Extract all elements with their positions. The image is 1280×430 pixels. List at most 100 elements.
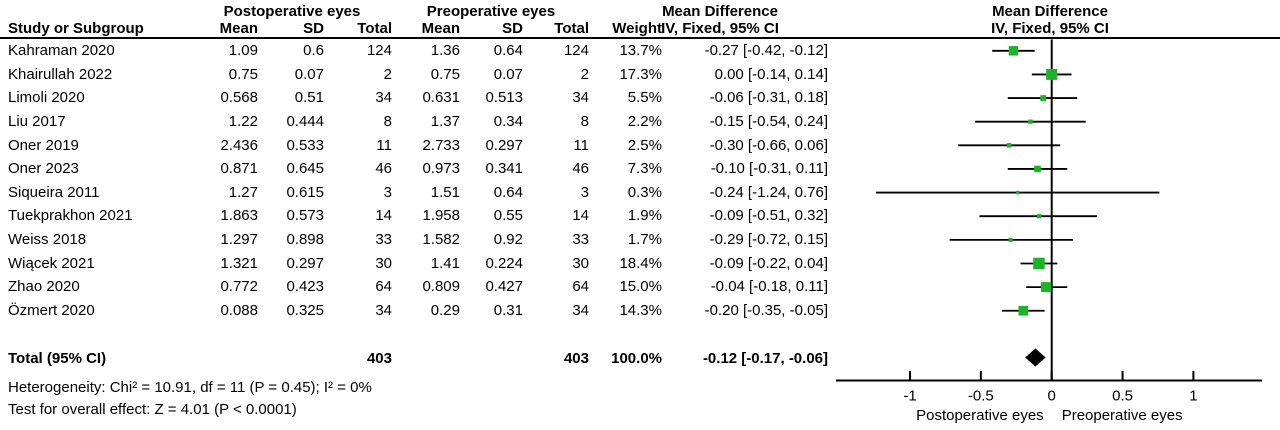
post-mean-cell: 0.088: [220, 301, 258, 319]
post-sd-cell: 0.07: [294, 65, 324, 83]
post-mean-cell: 1.27: [228, 183, 258, 201]
x-axis-tick-label: 0: [1048, 388, 1056, 405]
post-total-cell: 33: [375, 231, 392, 248]
study-name: Siqueira 2011: [8, 183, 100, 201]
post-mean-cell: 0.568: [220, 89, 258, 107]
table-row: Özmert 2020 0.088 0.325 34 0.29 0.31 34 …: [0, 299, 1280, 323]
study-name: Liu 2017: [8, 112, 66, 130]
pre-mean-cell: 0.631: [422, 89, 460, 107]
pre-sd-cell: 0.513: [485, 89, 523, 107]
pre-mean-cell: 0.809: [422, 278, 460, 296]
pre-mean-cell: 0.29: [430, 301, 460, 319]
post-sd-cell: 0.645: [286, 160, 324, 178]
total-ci-text: -0.12 [-0.17, -0.06]: [702, 350, 828, 367]
post-sd-cell: 0.444: [286, 112, 324, 130]
post-total-cell: 34: [375, 301, 392, 319]
pre-total-cell: 14: [572, 207, 589, 225]
study-name: Wiącek 2021: [8, 254, 95, 272]
ci-text-cell: -0.20 [-0.35, -0.05]: [704, 301, 828, 319]
pre-sd-cell: 0.341: [485, 160, 523, 178]
pre-total-cell: 64: [572, 278, 589, 296]
ci-text-cell: -0.09 [-0.22, 0.04]: [709, 254, 828, 272]
mean-difference-title-left: Mean Difference: [662, 3, 778, 20]
pre-total-cell: 11: [573, 136, 589, 154]
pre-mean-cell: 1.36: [430, 42, 460, 59]
column-header-post-sd: SD: [303, 20, 324, 37]
axis-left-label: Postoperative eyes: [916, 407, 1044, 424]
study-name: Limoli 2020: [8, 89, 85, 107]
pre-total-cell: 3: [580, 183, 589, 201]
pre-sd-cell: 0.297: [485, 136, 523, 154]
group-header-postoperative: Postoperative eyes: [223, 3, 361, 20]
ci-text-cell: -0.09 [-0.51, 0.32]: [709, 207, 828, 225]
pre-sd-cell: 0.31: [493, 301, 523, 319]
weight-cell: 15.0%: [619, 278, 662, 296]
weight-cell: 14.3%: [619, 301, 662, 319]
post-total-cell: 46: [375, 160, 392, 178]
weight-cell: 17.3%: [619, 65, 662, 83]
table-row: Kahraman 2020 1.09 0.6 124 1.36 0.64 124…: [0, 39, 1280, 63]
pre-sd-cell: 0.92: [493, 231, 523, 248]
post-sd-cell: 0.423: [286, 278, 324, 296]
post-mean-cell: 1.297: [220, 231, 258, 248]
post-sd-cell: 0.325: [286, 301, 324, 319]
post-sd-cell: 0.898: [286, 231, 324, 248]
post-total-cell: 2: [383, 65, 392, 83]
ci-text-cell: -0.04 [-0.18, 0.11]: [710, 278, 828, 296]
pre-total-cell: 46: [572, 160, 589, 178]
table-row: Liu 2017 1.22 0.444 8 1.37 0.34 8 2.2% -…: [0, 110, 1280, 134]
column-header-study: Study or Subgroup: [8, 20, 144, 37]
header-underline: [0, 37, 1280, 39]
column-header-pre-sd: SD: [502, 20, 523, 37]
post-mean-cell: 1.09: [228, 42, 258, 59]
pre-mean-cell: 1.958: [422, 207, 460, 225]
ci-text-cell: -0.24 [-1.24, 0.76]: [709, 183, 828, 201]
post-total-cell: 14: [375, 207, 392, 225]
total-label: Total (95% CI): [8, 350, 107, 367]
column-header-ci-left: IV, Fixed, 95% CI: [661, 20, 779, 37]
post-total-cell: 30: [375, 254, 392, 272]
pre-sd-cell: 0.07: [493, 65, 523, 83]
column-header-pre-total: Total: [554, 20, 589, 37]
pre-total-cell: 2: [580, 65, 589, 83]
table-row: Tuekprakhon 2021 1.863 0.573 14 1.958 0.…: [0, 204, 1280, 228]
ci-text-cell: 0.00 [-0.14, 0.14]: [714, 65, 828, 83]
pre-total-cell: 34: [572, 89, 589, 107]
mean-difference-title-right: Mean Difference: [992, 3, 1108, 20]
table-row: Oner 2023 0.871 0.645 46 0.973 0.341 46 …: [0, 157, 1280, 181]
total-row: Total (95% CI) 403 403 100.0% -0.12 [-0.…: [0, 347, 1280, 371]
column-header-post-mean: Mean: [219, 20, 258, 37]
ci-text-cell: -0.30 [-0.66, 0.06]: [709, 136, 828, 154]
pre-total-cell: 33: [572, 231, 589, 248]
column-header-ci-right: IV, Fixed, 95% CI: [991, 20, 1109, 37]
post-mean-cell: 0.75: [228, 65, 258, 83]
pre-sd-cell: 0.64: [493, 183, 523, 201]
weight-cell: 2.2%: [627, 112, 662, 130]
x-axis-tick-label: 0.5: [1112, 388, 1133, 405]
table-row: Siqueira 2011 1.27 0.615 3 1.51 0.64 3 0…: [0, 181, 1280, 205]
post-mean-cell: 1.863: [220, 207, 258, 225]
table-row: Khairullah 2022 0.75 0.07 2 0.75 0.07 2 …: [0, 63, 1280, 87]
column-header-pre-mean: Mean: [421, 20, 460, 37]
study-name: Kahraman 2020: [8, 42, 115, 59]
study-name: Oner 2023: [8, 160, 79, 178]
study-name: Khairullah 2022: [8, 65, 113, 83]
x-axis-tick-label: 1: [1189, 388, 1197, 405]
weight-cell: 1.9%: [627, 207, 662, 225]
post-sd-cell: 0.6: [303, 42, 324, 59]
table-row: Oner 2019 2.436 0.533 11 2.733 0.297 11 …: [0, 134, 1280, 158]
weight-cell: 2.5%: [627, 136, 662, 154]
post-mean-cell: 0.871: [220, 160, 258, 178]
study-name: Özmert 2020: [8, 301, 95, 319]
table-row: Weiss 2018 1.297 0.898 33 1.582 0.92 33 …: [0, 228, 1280, 252]
ci-text-cell: -0.10 [-0.31, 0.11]: [710, 160, 828, 178]
overall-effect-note: Test for overall effect: Z = 4.01 (P < 0…: [8, 401, 297, 418]
pre-total-cell: 8: [580, 112, 589, 130]
ci-text-cell: -0.15 [-0.54, 0.24]: [709, 112, 828, 130]
pre-mean-cell: 0.973: [422, 160, 460, 178]
post-sd-cell: 0.297: [286, 254, 324, 272]
post-sd-cell: 0.573: [286, 207, 324, 225]
weight-cell: 7.3%: [627, 160, 662, 178]
weight-cell: 1.7%: [627, 231, 662, 248]
pre-mean-cell: 1.582: [422, 231, 460, 248]
